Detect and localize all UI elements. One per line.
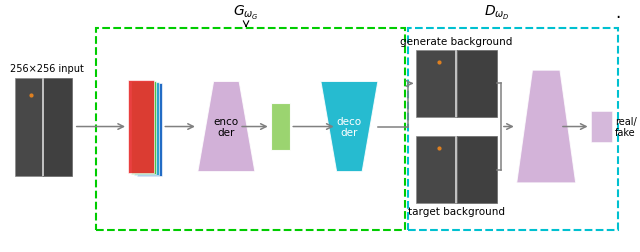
Polygon shape bbox=[321, 82, 378, 172]
Text: target background: target background bbox=[408, 206, 505, 216]
FancyBboxPatch shape bbox=[416, 137, 457, 203]
Text: $G_{\omega_G}$: $G_{\omega_G}$ bbox=[233, 4, 259, 22]
FancyBboxPatch shape bbox=[42, 78, 44, 176]
FancyBboxPatch shape bbox=[416, 51, 457, 117]
Polygon shape bbox=[516, 71, 576, 183]
Text: enco
der: enco der bbox=[214, 116, 239, 138]
FancyBboxPatch shape bbox=[15, 78, 44, 176]
FancyBboxPatch shape bbox=[271, 104, 291, 150]
Text: deco
der: deco der bbox=[337, 116, 362, 138]
Text: $D_{\omega_D}$: $D_{\omega_D}$ bbox=[484, 4, 509, 22]
Text: .: . bbox=[615, 4, 620, 22]
FancyBboxPatch shape bbox=[457, 137, 497, 203]
FancyBboxPatch shape bbox=[137, 84, 163, 176]
FancyBboxPatch shape bbox=[457, 51, 497, 117]
FancyBboxPatch shape bbox=[455, 51, 457, 117]
Polygon shape bbox=[198, 82, 255, 172]
Text: real/
fake: real/ fake bbox=[615, 116, 637, 138]
FancyBboxPatch shape bbox=[44, 78, 72, 176]
FancyBboxPatch shape bbox=[131, 82, 157, 174]
Text: 256×256 input: 256×256 input bbox=[10, 63, 84, 73]
FancyBboxPatch shape bbox=[134, 83, 159, 175]
FancyBboxPatch shape bbox=[128, 81, 154, 173]
Text: generate background: generate background bbox=[401, 37, 513, 47]
FancyBboxPatch shape bbox=[591, 111, 612, 143]
FancyBboxPatch shape bbox=[455, 137, 457, 203]
